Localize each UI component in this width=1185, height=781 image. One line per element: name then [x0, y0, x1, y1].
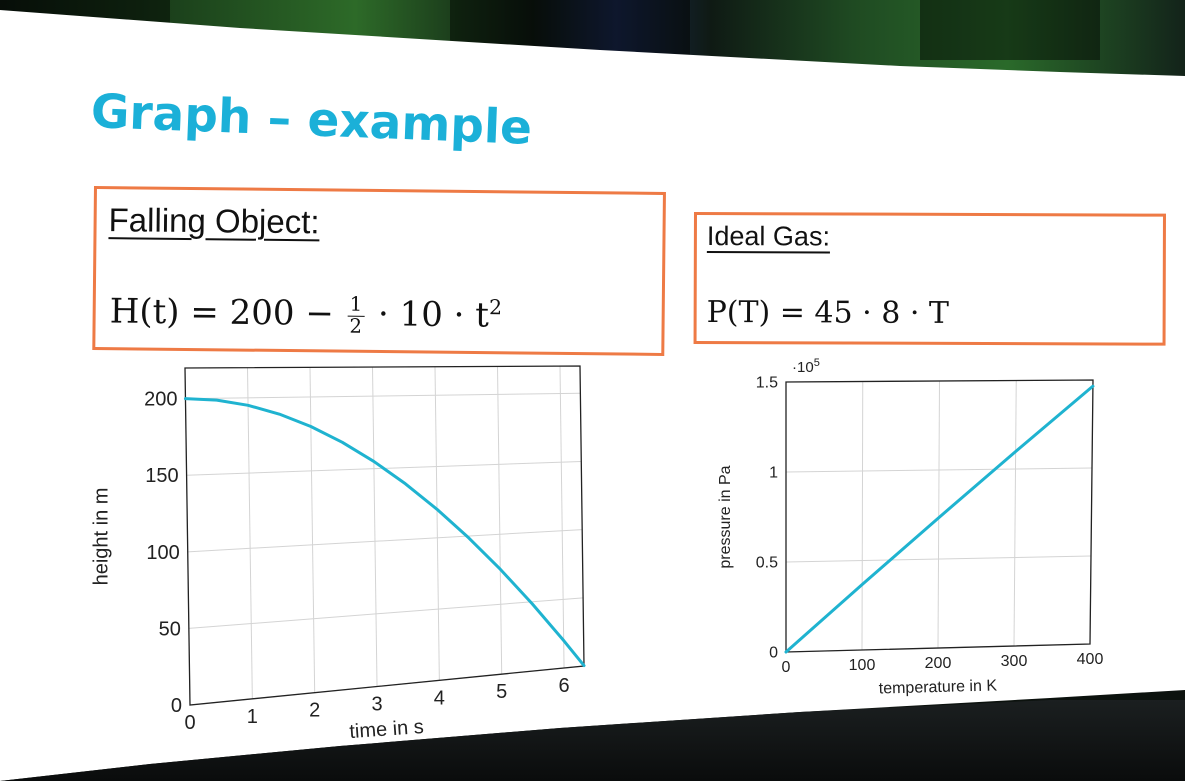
- x-tick-label: 3: [371, 693, 382, 715]
- y-tick-label: 0: [171, 695, 182, 717]
- grid-line-y: [785, 467, 1093, 473]
- x-axis-label: temperature in K: [879, 677, 998, 697]
- data-series-line: [183, 397, 586, 668]
- grid-line-y: [188, 597, 584, 629]
- grid-line-x: [434, 366, 440, 681]
- x-tick-label: 300: [1001, 653, 1028, 670]
- y-tick-label: 1: [769, 465, 778, 482]
- grid-line-x: [559, 366, 565, 668]
- data-series-line: [784, 384, 1095, 654]
- grid-line-x: [497, 366, 503, 675]
- y-axis-label: pressure in Pa: [717, 465, 734, 568]
- x-tick-label: 6: [558, 675, 569, 697]
- x-tick-label: 2: [309, 700, 320, 722]
- y-axis-multiplier-exponent: 5: [814, 357, 820, 369]
- y-tick-label: 100: [146, 542, 179, 564]
- grid-line-y: [185, 392, 581, 400]
- x-axis-label: time in s: [349, 716, 425, 743]
- y-tick-label: 1.5: [756, 375, 778, 392]
- y-tick-label: 50: [159, 618, 181, 640]
- x-tick-label: 0: [184, 712, 195, 734]
- y-tick-label: 150: [145, 465, 178, 487]
- grid-line-x: [372, 367, 378, 687]
- grid-line-x: [1013, 380, 1017, 647]
- grid-line-x: [247, 367, 253, 699]
- plot-frame: [785, 379, 1094, 653]
- grid-line-x: [861, 381, 864, 651]
- x-tick-label: 1: [247, 706, 258, 728]
- grid-line-x: [309, 367, 316, 693]
- y-axis-label: height in m: [91, 488, 113, 586]
- grid-line-y: [785, 555, 1092, 563]
- x-tick-label: 100: [849, 657, 876, 674]
- x-tick-label: 0: [782, 659, 791, 676]
- x-tick-label: 400: [1077, 651, 1104, 668]
- x-tick-label: 4: [434, 687, 445, 709]
- y-axis-multiplier: ·10: [792, 359, 814, 376]
- x-tick-label: 200: [925, 655, 952, 672]
- x-tick-label: 5: [496, 681, 507, 703]
- y-tick-label: 200: [144, 389, 177, 411]
- grid-line-x: [937, 380, 940, 649]
- grid-line-y: [187, 529, 583, 553]
- y-tick-label: 0.5: [756, 555, 778, 572]
- stage-panel: [920, 0, 1100, 60]
- y-tick-label: 0: [769, 645, 778, 662]
